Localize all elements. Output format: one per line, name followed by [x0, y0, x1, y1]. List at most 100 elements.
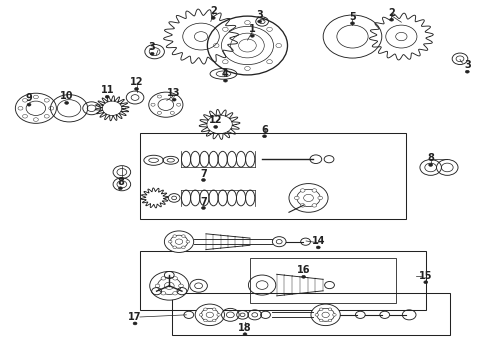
- Ellipse shape: [207, 16, 288, 75]
- Text: 2: 2: [210, 6, 217, 17]
- Circle shape: [149, 92, 183, 117]
- Circle shape: [179, 284, 183, 288]
- Circle shape: [161, 276, 166, 280]
- Text: 8: 8: [117, 177, 124, 187]
- Circle shape: [328, 308, 332, 311]
- Text: 7: 7: [200, 197, 207, 207]
- Circle shape: [213, 44, 219, 48]
- Circle shape: [151, 103, 155, 106]
- Text: 8: 8: [427, 153, 434, 163]
- Circle shape: [267, 27, 272, 31]
- Circle shape: [328, 319, 332, 322]
- Circle shape: [319, 308, 323, 311]
- Text: 15: 15: [419, 271, 433, 281]
- Text: 3: 3: [464, 60, 471, 70]
- Circle shape: [33, 118, 38, 121]
- Circle shape: [213, 319, 216, 322]
- Circle shape: [173, 276, 177, 280]
- Circle shape: [312, 204, 317, 207]
- Bar: [172, 293, 450, 335]
- Circle shape: [317, 246, 320, 249]
- Text: 4: 4: [222, 69, 229, 79]
- Circle shape: [267, 60, 272, 64]
- Circle shape: [211, 17, 215, 19]
- Circle shape: [23, 114, 27, 118]
- Text: 12: 12: [209, 116, 222, 126]
- Circle shape: [170, 111, 174, 114]
- Bar: [140, 251, 426, 310]
- Circle shape: [49, 107, 54, 110]
- Circle shape: [390, 18, 393, 21]
- Circle shape: [150, 271, 189, 300]
- Bar: [250, 258, 396, 303]
- Circle shape: [263, 135, 267, 138]
- Circle shape: [466, 70, 469, 73]
- Circle shape: [195, 304, 224, 325]
- Circle shape: [119, 187, 122, 190]
- Circle shape: [176, 103, 181, 106]
- Circle shape: [133, 322, 137, 325]
- Circle shape: [276, 44, 281, 48]
- Circle shape: [199, 314, 203, 316]
- Circle shape: [135, 87, 139, 90]
- Circle shape: [33, 95, 38, 99]
- Circle shape: [223, 79, 227, 82]
- Text: 13: 13: [168, 88, 181, 98]
- Circle shape: [318, 196, 322, 200]
- Text: 3: 3: [149, 42, 155, 52]
- Circle shape: [201, 207, 205, 210]
- Circle shape: [350, 22, 354, 25]
- Circle shape: [157, 95, 162, 98]
- Circle shape: [250, 35, 254, 37]
- Circle shape: [302, 275, 306, 278]
- Circle shape: [105, 95, 109, 98]
- Circle shape: [214, 126, 218, 129]
- Circle shape: [182, 235, 185, 237]
- Text: 9: 9: [25, 93, 32, 103]
- Text: 18: 18: [238, 323, 252, 333]
- Circle shape: [222, 60, 228, 64]
- Text: 7: 7: [200, 168, 207, 179]
- Circle shape: [311, 304, 340, 325]
- Bar: [140, 134, 406, 220]
- Circle shape: [169, 240, 172, 243]
- Text: 3: 3: [256, 10, 263, 20]
- Circle shape: [27, 103, 31, 106]
- Circle shape: [312, 189, 317, 192]
- Circle shape: [170, 95, 174, 98]
- Circle shape: [173, 292, 177, 295]
- Circle shape: [164, 231, 194, 252]
- Circle shape: [172, 98, 176, 101]
- Text: 5: 5: [349, 12, 356, 22]
- Circle shape: [245, 21, 250, 24]
- Circle shape: [319, 319, 323, 322]
- Circle shape: [213, 308, 216, 311]
- Circle shape: [18, 107, 23, 110]
- Text: 11: 11: [100, 85, 114, 95]
- Text: 1: 1: [249, 24, 256, 35]
- Text: 17: 17: [128, 312, 142, 322]
- Circle shape: [289, 184, 328, 212]
- Circle shape: [65, 102, 69, 104]
- Circle shape: [155, 284, 160, 288]
- Circle shape: [23, 99, 27, 102]
- Text: 10: 10: [60, 91, 74, 102]
- Circle shape: [182, 246, 185, 248]
- Circle shape: [204, 308, 207, 311]
- Text: 12: 12: [130, 77, 143, 87]
- Circle shape: [300, 204, 305, 207]
- Circle shape: [429, 163, 433, 166]
- Circle shape: [186, 240, 190, 243]
- Circle shape: [315, 314, 318, 316]
- Circle shape: [15, 93, 56, 123]
- Text: 14: 14: [312, 236, 325, 246]
- Circle shape: [245, 66, 250, 71]
- Circle shape: [204, 319, 207, 322]
- Text: 6: 6: [261, 125, 268, 135]
- Circle shape: [44, 114, 49, 118]
- Circle shape: [157, 111, 162, 114]
- Circle shape: [222, 27, 228, 31]
- Circle shape: [201, 179, 205, 181]
- Circle shape: [161, 292, 166, 295]
- Circle shape: [173, 246, 176, 248]
